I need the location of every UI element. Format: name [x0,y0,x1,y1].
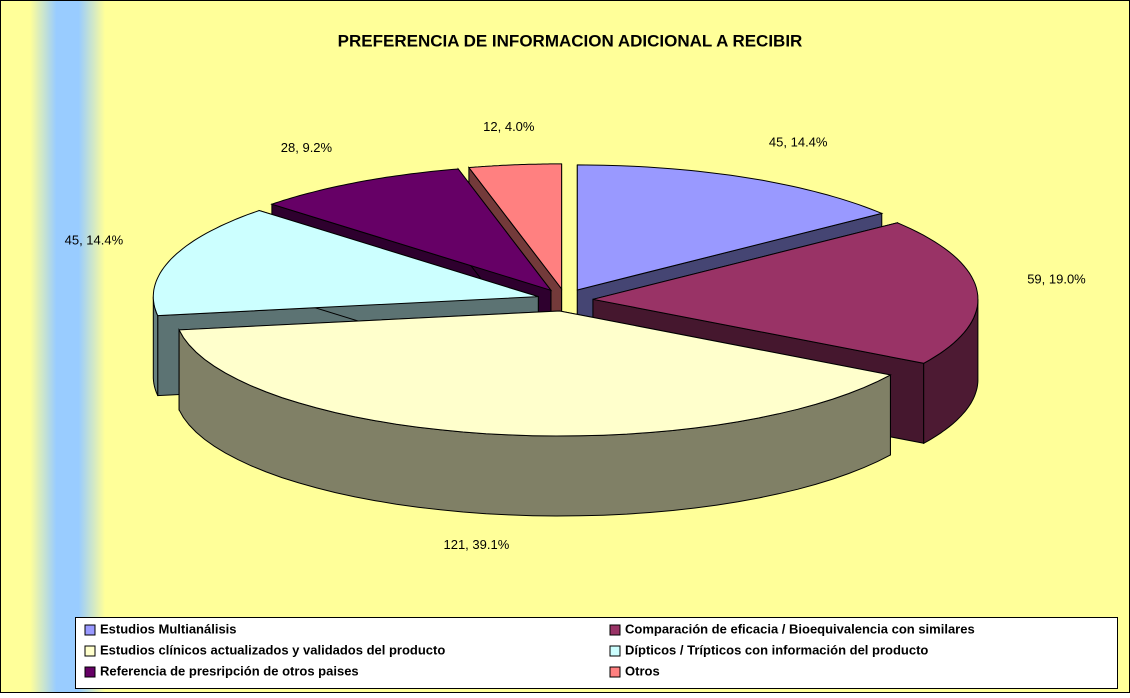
slice [592,222,979,364]
legend-label: Otros [625,663,660,678]
slice [178,310,892,437]
slice [467,163,563,291]
data-label: 45, 14.4% [65,232,124,247]
legend-swatch [609,624,621,636]
data-label: 28, 9.2% [281,140,333,155]
legend-label: Comparación de eficacia / Bioequivalenci… [625,621,975,636]
slice [576,164,884,291]
legend-label: Estudios Multianálisis [100,621,237,636]
legend-swatch [609,666,621,678]
legend [75,617,1118,689]
data-label: 12, 4.0% [483,119,535,134]
legend-label: Referencia de presripción de otros paise… [100,663,359,678]
legend-swatch [609,645,621,657]
legend-swatch [84,624,96,636]
data-label: 45, 14.4% [769,134,828,149]
chart-title: PREFERENCIA DE INFORMACION ADICIONAL A R… [338,31,803,50]
legend-label: Estudios clínicos actualizados y validad… [100,642,445,657]
slice [270,168,553,292]
legend-swatch [84,666,96,678]
data-label: 121, 39.1% [443,537,509,552]
stripe [30,1,105,692]
data-label: 59, 19.0% [1027,271,1086,286]
legend-label: Dípticos / Trípticos con información del… [625,642,928,657]
legend-swatch [84,645,96,657]
slice [152,209,539,317]
